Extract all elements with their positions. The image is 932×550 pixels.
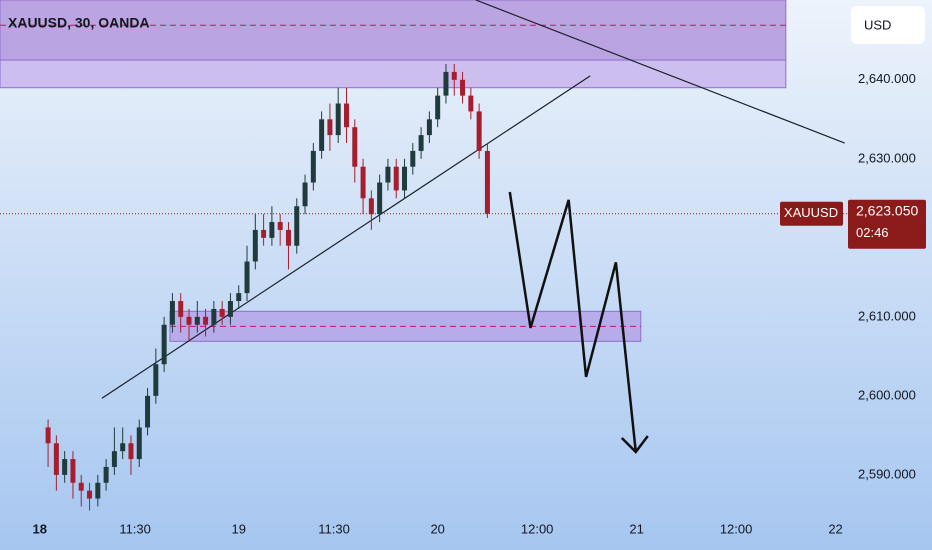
chart-title: XAUUSD, 30, OANDA (8, 15, 150, 31)
symbol-badge (780, 201, 843, 226)
candle-body (194, 316, 200, 325)
x-tick-label: 18 (33, 521, 47, 536)
price-badge-label: 2,623.050 (856, 202, 918, 218)
candle-body (368, 198, 374, 215)
x-tick-label: 19 (231, 521, 245, 536)
candle-body (136, 427, 142, 460)
countdown-label: 02:46 (856, 225, 889, 240)
zone (0, 0, 787, 61)
candle-body (111, 451, 117, 467)
candle-body (327, 119, 333, 136)
candle-body (161, 324, 167, 365)
candle-body (319, 119, 325, 151)
candle-body (236, 293, 242, 302)
trendline (475, 0, 845, 144)
candle-body (335, 103, 341, 136)
candle-body (377, 182, 383, 215)
candle-body (451, 71, 457, 80)
candle-body (484, 150, 490, 214)
y-tick-label: 2,590.000 (858, 466, 916, 481)
candle-body (285, 229, 291, 246)
candle-body (277, 222, 283, 230)
candle-body (269, 222, 275, 238)
x-tick-label: 12:00 (521, 521, 554, 536)
candle-body (53, 443, 59, 475)
candle-body (87, 490, 93, 499)
x-tick-label: 20 (430, 521, 444, 536)
candle-body (460, 79, 466, 96)
currency-button[interactable] (851, 6, 925, 44)
trendline (101, 75, 591, 399)
plot-area (0, 0, 848, 511)
candle-body (360, 166, 366, 199)
y-tick-label: 2,640.000 (858, 71, 916, 86)
candle-body (252, 229, 258, 262)
candle-body (227, 301, 233, 317)
candle-body (244, 261, 250, 294)
candle-body (402, 166, 408, 191)
y-tick-label: 2,600.000 (858, 387, 916, 402)
candle-body (310, 150, 316, 183)
candle-body (418, 135, 424, 151)
candle-body (476, 111, 482, 151)
candle-body (211, 308, 217, 325)
candle-body (103, 466, 109, 483)
candle-body (45, 427, 51, 444)
candle-body (261, 229, 267, 238)
projection-arrowhead (620, 435, 649, 454)
candle-body (95, 482, 101, 499)
candle-body (352, 127, 358, 167)
price-badge (848, 199, 926, 249)
zone (0, 59, 787, 89)
candle-body (178, 301, 184, 317)
candle-body (435, 95, 441, 120)
x-tick-label: 11:30 (318, 521, 350, 536)
candle-body (62, 459, 68, 475)
candle-body (186, 316, 192, 325)
candle-body (385, 166, 391, 183)
candle-body (468, 95, 474, 112)
y-tick-label: 2,610.000 (858, 308, 916, 323)
candle-body (153, 364, 159, 396)
candle-body (219, 308, 225, 317)
candle-body (294, 206, 300, 246)
candle-body (426, 119, 432, 136)
projection-path (508, 191, 638, 453)
symbol-badge-label: XAUUSD (784, 205, 838, 220)
candle-body (78, 482, 84, 491)
candle-body (393, 166, 399, 191)
candle-body (302, 182, 308, 207)
currency[interactable]: USD (864, 17, 891, 32)
candle-body (343, 103, 349, 128)
candle-body (70, 459, 76, 483)
candle-body (128, 443, 134, 460)
x-tick-label: 21 (629, 521, 643, 536)
x-tick-label: 22 (828, 521, 842, 536)
x-tick-label: 11:30 (119, 521, 151, 536)
y-tick-label: 2,630.000 (858, 150, 916, 165)
candle-body (120, 443, 126, 452)
candle-body (145, 395, 151, 428)
x-tick-label: 12:00 (720, 521, 753, 536)
candle-body (203, 316, 209, 325)
candle-body (410, 150, 416, 167)
candle-body (169, 301, 175, 325)
candle-body (443, 71, 449, 96)
